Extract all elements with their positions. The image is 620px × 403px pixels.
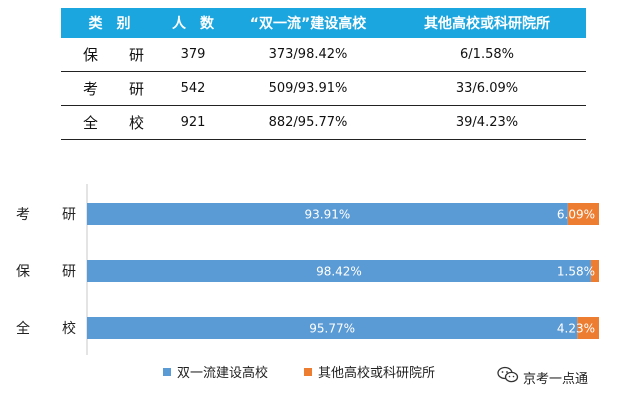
category-cell: 全校 xyxy=(61,105,158,140)
other-cell: 39/4.23% xyxy=(388,105,586,140)
category-cell: 考研 xyxy=(61,71,158,106)
wechat-icon xyxy=(497,366,519,388)
dfc-cell: 882/95.77% xyxy=(228,105,388,140)
table-header-row: 类 别 人 数 “双一流”建设高校 其他高校或科研院所 xyxy=(61,8,586,38)
category-char: 保 xyxy=(83,46,99,64)
category-cell: 保研 xyxy=(61,38,158,72)
data-label: 4.23% xyxy=(557,322,595,336)
count-cell: 921 xyxy=(158,105,228,140)
category-label: 研 xyxy=(62,207,76,223)
other-cell: 33/6.09% xyxy=(388,71,586,106)
category-char: 研 xyxy=(129,46,145,64)
bar-double-first-class xyxy=(87,260,591,282)
data-label: 1.58% xyxy=(557,265,595,279)
bar-other-institutions xyxy=(577,317,599,339)
bar-other-institutions xyxy=(567,203,599,225)
data-label: 93.91% xyxy=(305,208,351,222)
data-label: 98.42% xyxy=(316,265,362,279)
stacked-bar-chart: 考研 93.91% 6.09%保研 98.42% 1.58%全校 95.77% 4.23%双… xyxy=(16,184,599,381)
data-label: 6.09% xyxy=(557,208,595,222)
header-count: 人 数 xyxy=(158,8,228,38)
summary-table: 类 别 人 数 “双一流”建设高校 其他高校或科研院所 保研 379 373/9… xyxy=(61,8,586,140)
dfc-cell: 509/93.91% xyxy=(228,71,388,106)
bar-double-first-class xyxy=(87,317,578,339)
category-label: 考 xyxy=(16,207,30,223)
category-char: 校 xyxy=(129,114,145,132)
data-label: 95.77% xyxy=(309,322,355,336)
watermark: 京考一点通 xyxy=(497,366,588,388)
legend-swatch xyxy=(163,368,171,376)
dfc-cell: 373/98.42% xyxy=(228,38,388,72)
watermark-text: 京考一点通 xyxy=(523,371,589,387)
header-double-first-class: “双一流”建设高校 xyxy=(228,8,388,38)
legend-label: 其他高校或科研院所 xyxy=(318,365,435,381)
legend-swatch xyxy=(304,368,312,376)
category-label: 保 xyxy=(16,264,30,280)
category-label: 校 xyxy=(62,320,76,337)
header-category: 类 别 xyxy=(61,8,158,38)
category-char: 考 xyxy=(83,80,99,98)
category-label: 研 xyxy=(62,264,76,280)
bar-double-first-class xyxy=(87,203,568,225)
bar-other-institutions xyxy=(590,260,599,282)
category-label: 全 xyxy=(16,320,30,337)
other-cell: 6/1.58% xyxy=(388,38,586,72)
table-row: 考研 542 509/93.91% 33/6.09% xyxy=(61,71,586,106)
legend-label: 双一流建设高校 xyxy=(177,365,268,381)
count-cell: 379 xyxy=(158,38,228,72)
category-char: 全 xyxy=(83,114,99,132)
header-other-institutions: 其他高校或科研院所 xyxy=(388,8,586,38)
count-cell: 542 xyxy=(158,71,228,106)
category-char: 研 xyxy=(129,80,145,98)
table-row: 全校 921 882/95.77% 39/4.23% xyxy=(61,105,586,140)
table-row: 保研 379 373/98.42% 6/1.58% xyxy=(61,38,586,72)
